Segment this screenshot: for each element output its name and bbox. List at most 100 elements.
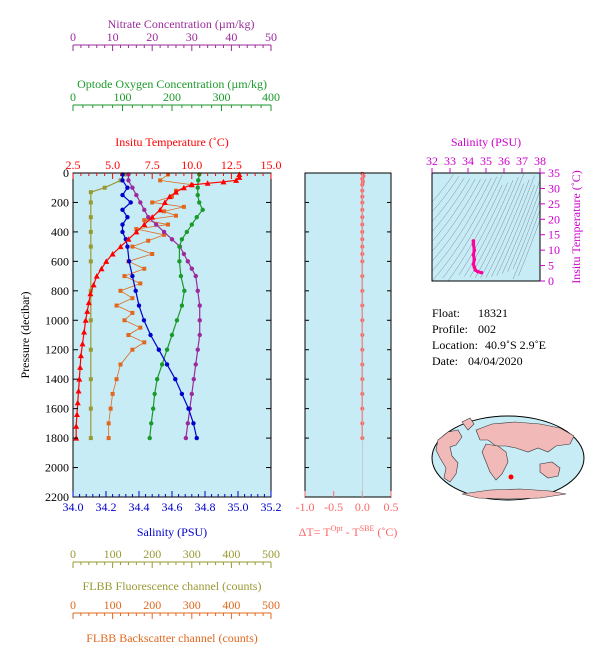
salinity-point bbox=[120, 222, 125, 227]
backscatter-point bbox=[108, 406, 113, 411]
ts-density-contour bbox=[491, 175, 535, 277]
ts-density-contour bbox=[474, 173, 525, 279]
temperature-point bbox=[157, 206, 164, 213]
temperature-point bbox=[79, 340, 86, 347]
backscatter-tick-label: 300 bbox=[183, 598, 201, 612]
backscatter-point bbox=[146, 238, 151, 243]
salinity-point bbox=[133, 288, 138, 294]
temperature-point bbox=[93, 273, 100, 279]
ts-density-contour bbox=[469, 177, 519, 278]
ts-temperature-tick-label: 35 bbox=[548, 166, 560, 180]
fluorescence-point bbox=[88, 318, 93, 323]
world-map bbox=[431, 415, 585, 501]
backscatter-point bbox=[114, 377, 119, 382]
pressure-tick-label: 2000 bbox=[45, 461, 69, 475]
backscatter-point bbox=[130, 310, 135, 315]
oxygen-tick-label: 100 bbox=[114, 90, 132, 104]
salinity-tick-label: 34.0 bbox=[63, 500, 84, 514]
temperature-point bbox=[204, 180, 211, 186]
salinity-tick-label: 35.2 bbox=[261, 500, 282, 514]
oxygen-point bbox=[195, 192, 200, 198]
ts-salinity-tick-label: 36 bbox=[498, 154, 510, 168]
map-land-australia bbox=[539, 461, 561, 479]
nitrate-point bbox=[193, 273, 198, 279]
fluorescence-series bbox=[88, 172, 127, 441]
oxygen-point bbox=[177, 259, 182, 264]
backscatter-point bbox=[181, 204, 186, 209]
salinity-tick-label: 35.0 bbox=[228, 500, 249, 514]
nitrate-point bbox=[195, 347, 200, 352]
pressure-axis-title: Pressure (decibar) bbox=[18, 292, 32, 379]
ts-profile-point bbox=[473, 268, 478, 272]
temperature-point bbox=[133, 228, 140, 235]
temperature-point bbox=[73, 423, 80, 429]
salinity-point bbox=[186, 406, 191, 411]
salinity-axis-title: Salinity (PSU) bbox=[137, 525, 207, 539]
pressure-tick-label: 0 bbox=[63, 166, 69, 180]
oxygen-point bbox=[194, 214, 199, 220]
map-land-europe-asia bbox=[475, 421, 575, 453]
delta-t-title-prefix: ΔT= T bbox=[299, 525, 332, 539]
ts-salinity-axis-title: Salinity (PSU) bbox=[451, 135, 521, 149]
backscatter-point bbox=[106, 436, 111, 441]
fluorescence-point bbox=[88, 200, 93, 205]
pressure-tick-label: 200 bbox=[51, 195, 69, 209]
temperature-point bbox=[77, 352, 84, 359]
salinity-point bbox=[128, 200, 133, 205]
float-label: Float: bbox=[432, 306, 460, 320]
nitrate-point bbox=[130, 185, 135, 190]
backscatter-point bbox=[122, 274, 127, 279]
float-location-marker bbox=[508, 474, 514, 480]
oxygen-point bbox=[196, 178, 201, 183]
temperature-series bbox=[73, 171, 243, 441]
map-land-americas bbox=[435, 429, 463, 483]
float-info: Float: 18321 Profile: 002 Location: 40.9… bbox=[432, 306, 546, 368]
fluorescence-tick-label: 100 bbox=[104, 547, 122, 561]
fluorescence-point bbox=[102, 185, 107, 190]
salinity-tick-label: 34.4 bbox=[129, 500, 150, 514]
nitrate-point bbox=[197, 303, 202, 308]
temperature-tick-label: 7.5 bbox=[145, 158, 160, 172]
ts-series-layer bbox=[471, 239, 484, 275]
delta-t-tick-label: -0.5 bbox=[324, 500, 343, 514]
ts-profile-point bbox=[471, 242, 476, 246]
oxygen-point bbox=[159, 362, 165, 367]
backscatter-point bbox=[142, 266, 147, 271]
backscatter-point bbox=[106, 421, 111, 426]
temperature-point bbox=[220, 178, 227, 185]
salinity-point bbox=[191, 421, 196, 426]
oxygen-point bbox=[184, 229, 190, 235]
delta-t-title-sup-sbe: SBE bbox=[360, 524, 375, 533]
oxygen-point bbox=[179, 303, 185, 308]
oxygen-tick-label: 300 bbox=[213, 90, 231, 104]
fluorescence-tick-label: 500 bbox=[262, 547, 280, 561]
pressure-tick-label: 1600 bbox=[45, 402, 69, 416]
pressure-tick-label: 600 bbox=[51, 254, 69, 268]
backscatter-point bbox=[158, 178, 163, 183]
pressure-tick-label: 1000 bbox=[45, 313, 69, 327]
delta-t-tick-label: 0.0 bbox=[355, 500, 370, 514]
oxygen-point bbox=[197, 200, 202, 205]
ts-density-contour bbox=[431, 178, 471, 232]
delta-t-axis-title: ΔT= TOpt - TSBE (˚C) bbox=[299, 524, 398, 539]
oxygen-point bbox=[200, 207, 205, 213]
ts-temperature-tick-label: 0 bbox=[548, 274, 554, 288]
salinity-point bbox=[125, 244, 130, 249]
oxygen-point bbox=[177, 244, 182, 249]
ts-temperature-tick-label: 30 bbox=[548, 181, 560, 195]
ts-temperature-tick-label: 10 bbox=[548, 243, 560, 257]
salinity-tick-label: 34.2 bbox=[96, 500, 117, 514]
ts-density-contour bbox=[442, 174, 503, 279]
temperature-point bbox=[166, 193, 173, 200]
backscatter-tick-label: 100 bbox=[104, 598, 122, 612]
nitrate-point bbox=[189, 391, 194, 397]
ts-density-contour bbox=[431, 177, 465, 222]
delta-t-panel-background bbox=[305, 173, 391, 497]
salinity-tick-label: 34.8 bbox=[195, 500, 216, 514]
backscatter-point bbox=[162, 232, 167, 237]
backscatter-tick-label: 0 bbox=[70, 598, 76, 612]
salinity-point bbox=[173, 376, 178, 382]
profile-label: Profile: bbox=[432, 322, 468, 336]
temperature-point bbox=[103, 258, 110, 264]
ts-salinity-axis: Salinity (PSU) 32 33 34 35 36 37 38 bbox=[426, 135, 546, 173]
